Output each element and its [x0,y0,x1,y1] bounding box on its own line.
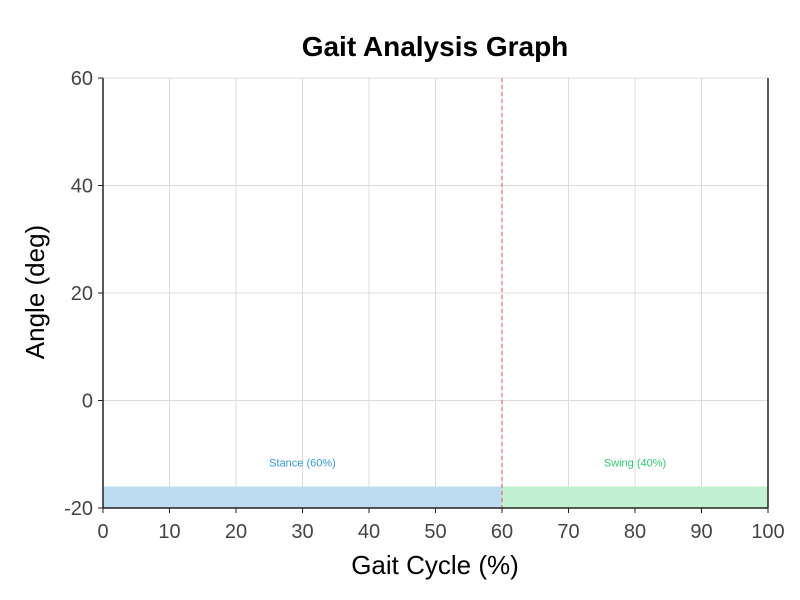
y-tick-label: 0 [82,391,93,413]
x-tick-label: 60 [491,521,513,543]
y-tick-label: 20 [71,283,93,305]
y-tick-label: -20 [64,498,93,520]
x-tick-label: 50 [424,521,446,543]
phase-bands [103,486,768,508]
y-tick-label: 60 [71,68,93,90]
x-tick-label: 10 [158,521,180,543]
x-tick-label: 30 [291,521,313,543]
x-tick-label: 40 [358,521,380,543]
axes [98,77,769,513]
phase-band-stance [103,486,502,508]
x-tick-label: 80 [624,521,646,543]
x-axis-label: Gait Cycle (%) [351,550,519,580]
x-tick-label: 70 [557,521,579,543]
y-tick-labels: -20 0 20 40 60 [64,68,93,520]
phase-label-swing: Swing (40%) [604,458,666,470]
chart-title: Gait Analysis Graph [302,31,569,62]
phase-band-swing [502,486,768,508]
x-tick-labels: 0 10 20 30 40 50 60 70 80 90 100 [97,521,784,543]
phase-label-stance: Stance (60%) [269,458,336,470]
x-tick-label: 20 [225,521,247,543]
phase-labels: Stance (60%) Swing (40%) [269,458,666,470]
x-tick-label: 100 [751,521,784,543]
y-tick-label: 40 [71,176,93,198]
x-tick-label: 90 [690,521,712,543]
y-axis-label: Angle (deg) [20,225,50,359]
x-tick-label: 0 [97,521,108,543]
